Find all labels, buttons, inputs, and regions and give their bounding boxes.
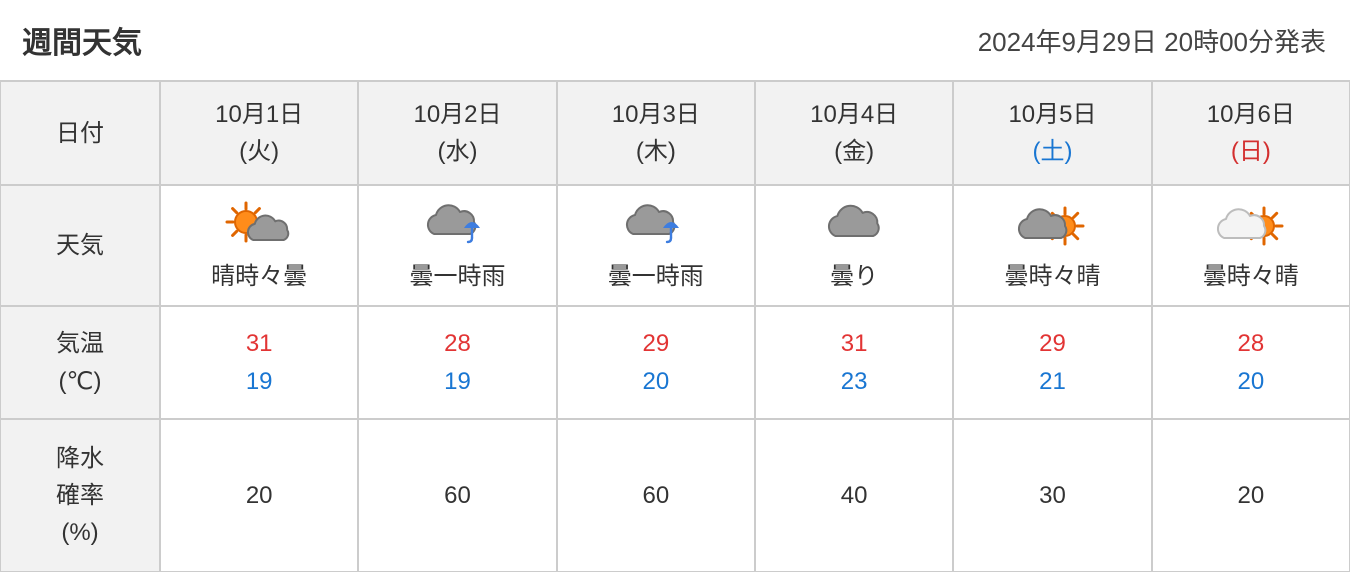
date-cell: 10月6日(日)	[1152, 81, 1350, 185]
temp-cell: 2820	[1152, 306, 1350, 418]
weather-cell: 曇一時雨	[557, 185, 755, 306]
date-text: 10月6日	[1159, 96, 1343, 133]
pop-cell: 30	[953, 419, 1151, 572]
row-label-date: 日付	[0, 81, 160, 185]
pop-value: 40	[841, 482, 868, 509]
dow-text: (水)	[365, 133, 549, 170]
pop-cell: 20	[160, 419, 358, 572]
weather-cell: 曇時々晴	[953, 185, 1151, 306]
date-text: 10月5日	[960, 96, 1144, 133]
date-cell: 10月4日(金)	[755, 81, 953, 185]
row-label-temp-line2: (℃)	[7, 363, 153, 400]
weather-cell: 晴時々曇	[160, 185, 358, 306]
temp-low: 23	[762, 363, 946, 400]
temp-cell: 2921	[953, 306, 1151, 418]
row-label-pop: 降水 確率 (%)	[0, 419, 160, 572]
temp-high: 29	[960, 325, 1144, 362]
temp-low: 20	[564, 363, 748, 400]
pop-value: 60	[444, 482, 471, 509]
date-cell: 10月3日(木)	[557, 81, 755, 185]
header-bar: 週間天気 2024年9月29日 20時00分発表	[0, 0, 1350, 81]
row-label-pop-line1: 降水	[7, 440, 153, 477]
date-cell: 10月5日(土)	[953, 81, 1151, 185]
pop-cell: 40	[755, 419, 953, 572]
weather-cell: 曇一時雨	[358, 185, 556, 306]
temp-low: 20	[1159, 363, 1343, 400]
publish-timestamp: 2024年9月29日 20時00分発表	[978, 22, 1326, 59]
pop-cell: 20	[1152, 419, 1350, 572]
date-text: 10月1日	[167, 96, 351, 133]
temp-high: 29	[564, 325, 748, 362]
weather-text: 晴時々曇	[167, 256, 351, 291]
weather-icon	[167, 196, 351, 250]
temp-high: 31	[762, 325, 946, 362]
table-row-temp: 気温 (℃) 311928192920312329212820	[0, 306, 1350, 418]
temp-cell: 2819	[358, 306, 556, 418]
date-cell: 10月1日(火)	[160, 81, 358, 185]
row-label-pop-line2: 確率	[7, 477, 153, 514]
temp-cell: 3119	[160, 306, 358, 418]
weather-icon	[762, 196, 946, 250]
dow-text: (土)	[960, 133, 1144, 170]
weather-text: 曇一時雨	[365, 256, 549, 291]
temp-cell: 2920	[557, 306, 755, 418]
weekly-forecast-table: 日付 10月1日(火)10月2日(水)10月3日(木)10月4日(金)10月5日…	[0, 81, 1350, 572]
temp-high: 31	[167, 325, 351, 362]
row-label-temp: 気温 (℃)	[0, 306, 160, 418]
date-text: 10月3日	[564, 96, 748, 133]
temp-cell: 3123	[755, 306, 953, 418]
weather-cell: 曇時々晴	[1152, 185, 1350, 306]
weather-icon	[960, 196, 1144, 250]
row-label-pop-line3: (%)	[7, 514, 153, 551]
weather-icon	[564, 196, 748, 250]
pop-value: 30	[1039, 482, 1066, 509]
dow-text: (木)	[564, 133, 748, 170]
dow-text: (火)	[167, 133, 351, 170]
date-text: 10月4日	[762, 96, 946, 133]
dow-text: (金)	[762, 133, 946, 170]
temp-low: 21	[960, 363, 1144, 400]
pop-cell: 60	[557, 419, 755, 572]
date-cell: 10月2日(水)	[358, 81, 556, 185]
pop-value: 20	[246, 482, 273, 509]
weather-text: 曇時々晴	[1159, 256, 1343, 291]
date-text: 10月2日	[365, 96, 549, 133]
temp-low: 19	[365, 363, 549, 400]
row-label-temp-line1: 気温	[7, 325, 153, 362]
pop-value: 20	[1237, 482, 1264, 509]
page-title: 週間天気	[22, 18, 142, 62]
weather-text: 曇り	[762, 256, 946, 291]
weather-icon	[365, 196, 549, 250]
table-row-pop: 降水 確率 (%) 20 60 60 40 30 20	[0, 419, 1350, 572]
weather-cell: 曇り	[755, 185, 953, 306]
temp-high: 28	[365, 325, 549, 362]
table-row-weather: 天気 晴時々曇 曇一時雨 曇一時雨曇り曇時々晴曇時々晴	[0, 185, 1350, 306]
weather-icon	[1159, 196, 1343, 250]
pop-cell: 60	[358, 419, 556, 572]
row-label-weather: 天気	[0, 185, 160, 306]
weather-text: 曇一時雨	[564, 256, 748, 291]
table-row-date: 日付 10月1日(火)10月2日(水)10月3日(木)10月4日(金)10月5日…	[0, 81, 1350, 185]
dow-text: (日)	[1159, 133, 1343, 170]
temp-low: 19	[167, 363, 351, 400]
weather-text: 曇時々晴	[960, 256, 1144, 291]
temp-high: 28	[1159, 325, 1343, 362]
pop-value: 60	[642, 482, 669, 509]
